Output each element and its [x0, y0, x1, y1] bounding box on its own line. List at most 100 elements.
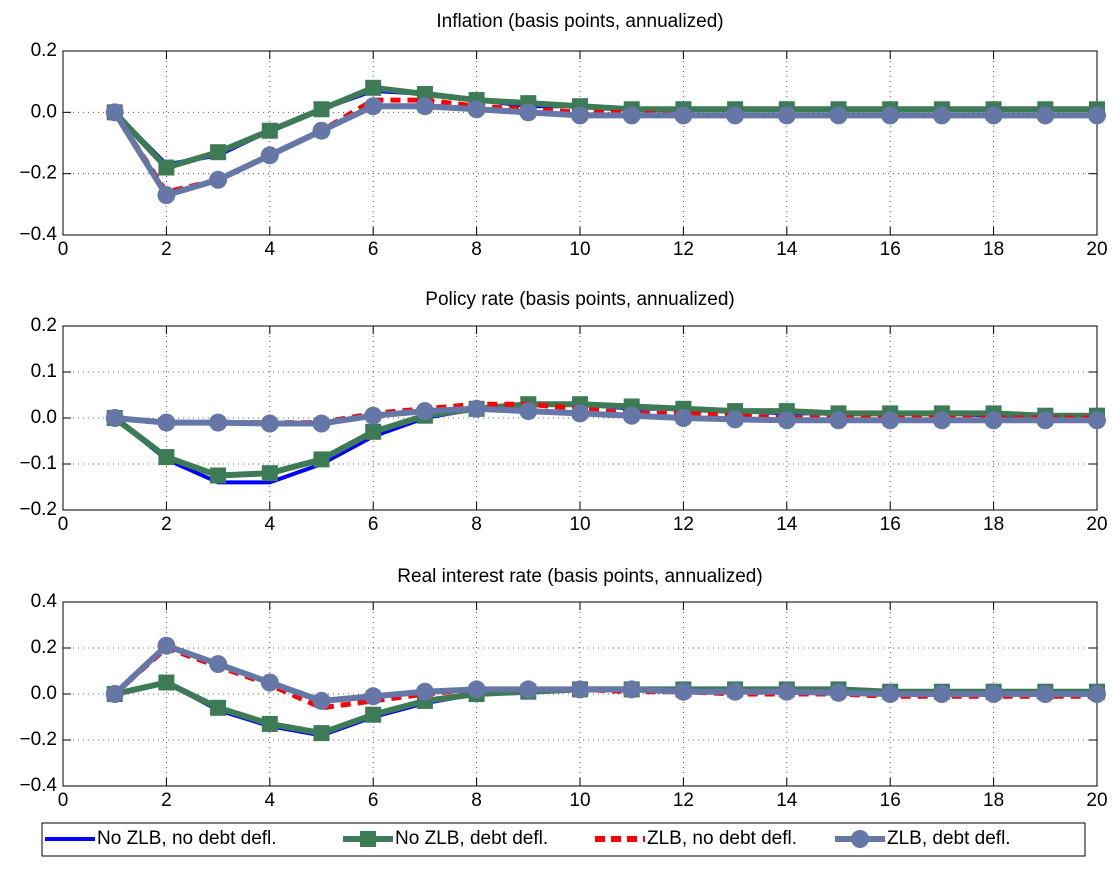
marker [881, 411, 900, 430]
legend-marker [360, 831, 376, 847]
y-tick-label: −0.4 [19, 224, 57, 245]
marker [157, 636, 176, 655]
x-tick-label: 18 [983, 239, 1004, 260]
x-tick-label: 20 [1086, 514, 1107, 535]
marker [674, 409, 693, 427]
marker [210, 467, 227, 484]
marker [261, 465, 278, 482]
marker [210, 699, 227, 716]
x-tick-label: 20 [1086, 239, 1107, 260]
x-tick-label: 16 [880, 790, 901, 811]
x-tick-label: 0 [58, 239, 69, 260]
marker [519, 103, 538, 122]
marker [210, 144, 227, 161]
x-tick-label: 10 [569, 790, 590, 811]
y-tick-label: −0.2 [19, 729, 57, 750]
marker [209, 170, 228, 189]
x-tick-label: 14 [776, 239, 798, 260]
x-tick-label: 14 [776, 514, 798, 535]
marker [829, 411, 848, 430]
y-tick-label: 0.2 [31, 637, 57, 658]
marker [984, 106, 1003, 125]
marker [364, 406, 383, 425]
marker [209, 413, 228, 432]
x-tick-label: 10 [569, 514, 590, 535]
x-tick-label: 6 [368, 514, 379, 535]
marker [984, 685, 1003, 703]
marker [622, 106, 641, 125]
y-tick-label: 0.2 [31, 40, 57, 61]
x-tick-label: 8 [471, 790, 482, 811]
y-tick-label: −0.1 [19, 453, 57, 474]
y-tick-label: 0.0 [31, 683, 57, 704]
marker [260, 673, 279, 692]
marker [467, 100, 486, 119]
x-tick-label: 14 [776, 790, 798, 811]
marker [415, 682, 434, 701]
marker [1088, 106, 1106, 125]
series-line [112, 84, 1097, 171]
y-tick-label: 0.2 [31, 315, 57, 336]
y-tick-label: 0.4 [31, 591, 58, 612]
marker [467, 680, 486, 699]
x-tick-label: 6 [368, 790, 379, 811]
x-tick-label: 6 [368, 239, 379, 260]
y-tick-label: 0.0 [31, 101, 57, 122]
marker [260, 146, 279, 165]
marker [365, 706, 382, 723]
marker [829, 106, 848, 125]
marker [105, 103, 124, 122]
marker [622, 406, 641, 425]
y-tick-label: 0.0 [31, 407, 57, 428]
x-tick-label: 12 [673, 514, 694, 535]
x-tick-label: 4 [265, 239, 276, 260]
x-tick-label: 2 [161, 790, 172, 811]
marker [777, 682, 796, 701]
marker [261, 122, 278, 139]
marker [932, 106, 951, 125]
marker [313, 725, 330, 742]
y-tick-label: −0.2 [19, 499, 57, 520]
marker [209, 655, 228, 674]
marker [365, 79, 382, 96]
marker [312, 691, 331, 710]
marker [932, 411, 951, 430]
x-tick-label: 16 [880, 514, 901, 535]
x-tick-label: 18 [983, 514, 1004, 535]
x-tick-label: 10 [569, 239, 590, 260]
x-tick-label: 0 [58, 790, 69, 811]
subplot-title: Real interest rate (basis points, annual… [397, 566, 762, 587]
subplot-title: Inflation (basis points, annualized) [436, 11, 723, 32]
marker [415, 402, 434, 421]
marker [1088, 411, 1106, 430]
x-tick-label: 12 [673, 239, 694, 260]
x-tick-label: 16 [880, 239, 901, 260]
x-tick-label: 20 [1086, 790, 1107, 811]
marker [519, 680, 538, 699]
marker [1088, 685, 1106, 703]
marker [932, 685, 951, 703]
marker [1036, 411, 1055, 430]
marker [984, 411, 1003, 430]
y-tick-label: −0.2 [19, 163, 57, 184]
marker [829, 683, 848, 702]
x-tick-label: 2 [161, 514, 172, 535]
legend-marker [851, 830, 869, 848]
marker [881, 106, 900, 125]
marker [777, 411, 796, 430]
marker [312, 414, 331, 433]
marker [158, 674, 175, 691]
marker [1036, 685, 1055, 703]
marker [260, 414, 279, 433]
marker [622, 680, 641, 699]
marker [313, 101, 330, 118]
axes-box [62, 50, 1098, 236]
marker [571, 106, 589, 125]
legend-label: ZLB, debt defl. [887, 828, 1011, 849]
legend-label: No ZLB, debt defl. [395, 828, 548, 849]
y-tick-label: −0.4 [19, 775, 57, 796]
marker [571, 680, 589, 699]
x-tick-label: 8 [471, 514, 482, 535]
x-tick-label: 2 [161, 239, 172, 260]
